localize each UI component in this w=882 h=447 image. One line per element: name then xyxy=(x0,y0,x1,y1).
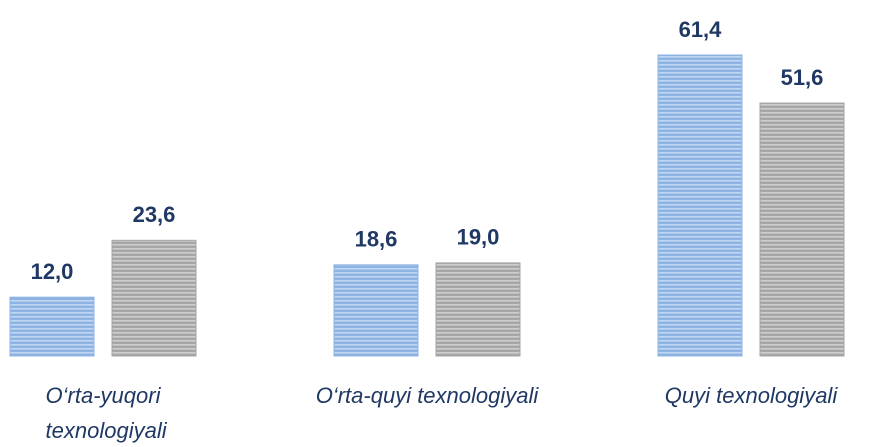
bar xyxy=(657,54,743,357)
bar xyxy=(9,296,95,357)
x-tick-label: Quyi texnologiyali xyxy=(665,383,839,408)
data-label: 51,6 xyxy=(781,65,824,90)
data-label: 18,6 xyxy=(355,227,398,252)
bar xyxy=(435,262,521,357)
bar xyxy=(333,264,419,357)
data-label: 12,0 xyxy=(31,259,74,284)
data-label: 19,0 xyxy=(457,225,500,250)
data-label: 23,6 xyxy=(133,202,176,227)
bar xyxy=(111,239,197,357)
x-tick-label: O‘rta-quyi texnologiyali xyxy=(316,383,540,408)
x-tick-label: O‘rta-yuqori texnologiyali xyxy=(39,383,167,443)
bar xyxy=(759,102,845,357)
data-label: 61,4 xyxy=(679,17,723,42)
